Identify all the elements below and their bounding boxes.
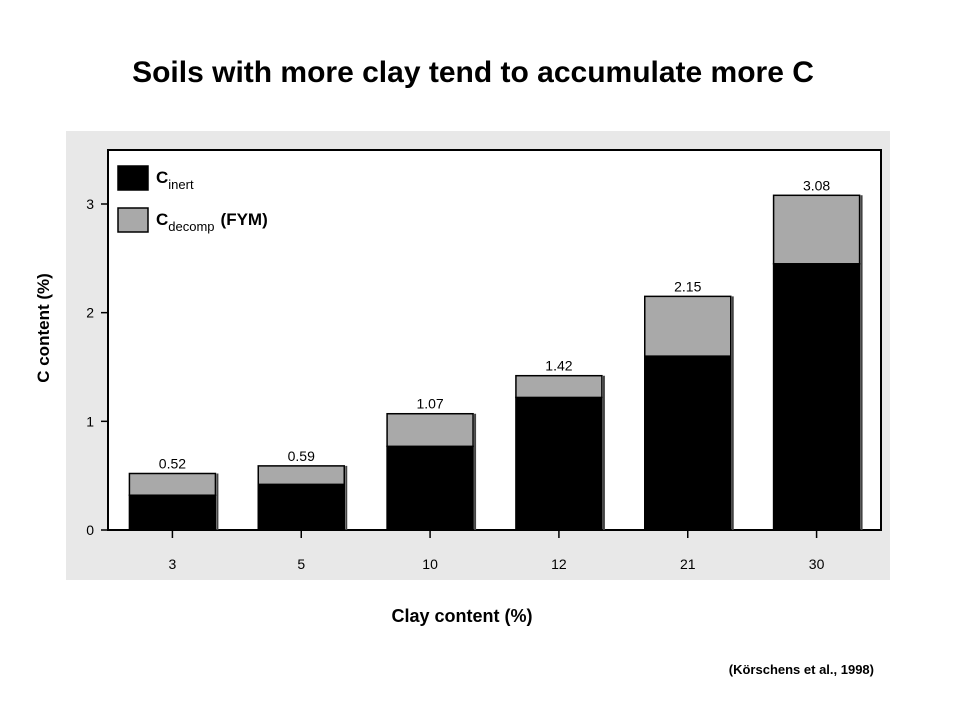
x-tick-label: 10 bbox=[422, 556, 438, 572]
slide-title: Soils with more clay tend to accumulate … bbox=[132, 56, 814, 89]
bar-segment-decomp bbox=[386, 412, 474, 448]
bar-segment-decomp bbox=[644, 295, 732, 357]
bar-segment-inert bbox=[515, 396, 603, 531]
legend-label-decomp: Cdecomp (FYM) bbox=[156, 210, 268, 234]
x-tick-label: 30 bbox=[809, 556, 825, 572]
bar-segment-decomp bbox=[772, 194, 861, 265]
bar-total-label: 1.42 bbox=[545, 358, 572, 374]
bar-total-label: 3.08 bbox=[803, 177, 830, 193]
y-tick-label: 2 bbox=[86, 305, 94, 321]
plot-frame bbox=[107, 149, 882, 531]
x-tick-label: 21 bbox=[680, 556, 696, 572]
bar-total-label: 0.52 bbox=[159, 455, 186, 471]
citation: (Körschens et al., 1998) bbox=[728, 662, 874, 677]
y-axis-label: C content (%) bbox=[34, 273, 53, 383]
bar-segment-inert bbox=[386, 445, 474, 531]
bar-segment-decomp bbox=[257, 465, 345, 486]
legend-label-inert: Cinert bbox=[156, 168, 194, 192]
bar-segment-inert bbox=[257, 483, 345, 531]
y-tick-label: 0 bbox=[86, 522, 94, 538]
bar-segment-inert bbox=[644, 355, 732, 531]
x-tick-label: 3 bbox=[169, 556, 177, 572]
y-tick-label: 1 bbox=[86, 413, 94, 429]
bar-total-label: 1.07 bbox=[416, 396, 443, 412]
bar-segment-decomp bbox=[515, 374, 603, 399]
bar-segment-inert bbox=[772, 263, 861, 531]
bar-total-label: 2.15 bbox=[674, 278, 701, 294]
x-tick-label: 12 bbox=[551, 556, 567, 572]
x-tick-label: 5 bbox=[297, 556, 305, 572]
legend-swatch-decomp bbox=[117, 207, 149, 233]
legend-swatch-inert bbox=[117, 165, 149, 191]
x-axis-label: Clay content (%) bbox=[391, 606, 533, 626]
bar-segment-inert bbox=[128, 494, 217, 531]
bar-total-label: 0.59 bbox=[288, 448, 315, 464]
legend: Cinert Cdecomp (FYM) bbox=[117, 165, 268, 234]
bar-segment-decomp bbox=[128, 472, 217, 496]
y-tick-label: 3 bbox=[86, 196, 94, 212]
